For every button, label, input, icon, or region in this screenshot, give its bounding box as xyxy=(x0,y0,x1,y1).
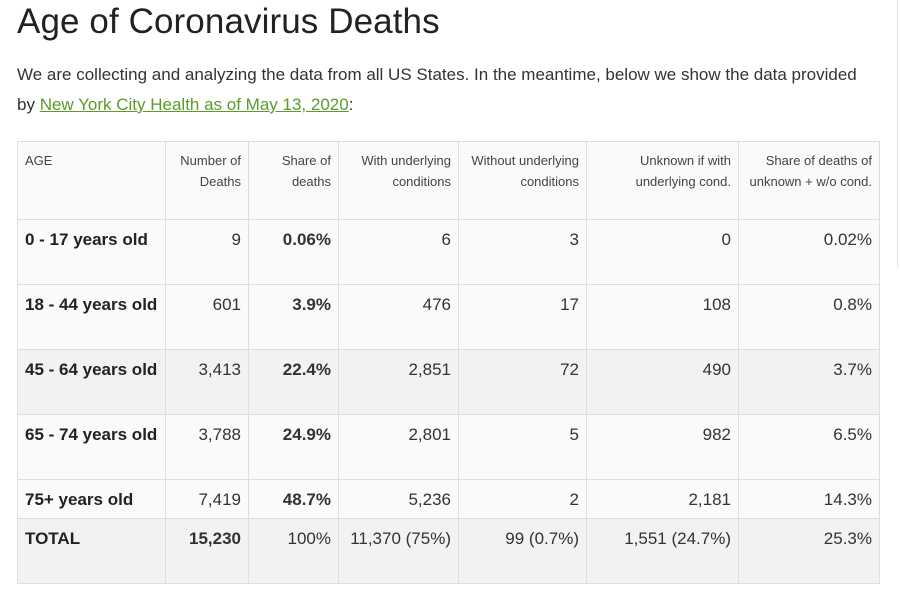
age-group-cell: 65 - 74 years old xyxy=(17,414,166,480)
share-cell: 48.7% xyxy=(248,479,339,519)
without-conditions-cell: 17 xyxy=(458,284,587,350)
total-deaths-cell: 15,230 xyxy=(165,518,249,584)
deaths-cell: 3,788 xyxy=(165,414,249,480)
table-row: 18 - 44 years old 601 3.9% 476 17 108 0.… xyxy=(17,284,880,350)
deaths-by-age-table: AGE Number of Deaths Share of deaths Wit… xyxy=(17,141,880,584)
header-age: AGE xyxy=(17,141,166,220)
table-header-row: AGE Number of Deaths Share of deaths Wit… xyxy=(17,141,880,220)
total-label-cell: TOTAL xyxy=(17,518,166,584)
deaths-cell: 7,419 xyxy=(165,479,249,519)
header-unknown-conditions: Unknown if with underlying cond. xyxy=(586,141,739,220)
intro-text-end: : xyxy=(348,95,354,114)
share-unknown-cell: 3.7% xyxy=(738,349,880,415)
share-cell: 0.06% xyxy=(248,219,339,285)
share-unknown-cell: 0.02% xyxy=(738,219,880,285)
deaths-cell: 3,413 xyxy=(165,349,249,415)
without-conditions-cell: 2 xyxy=(458,479,587,519)
table-row: 65 - 74 years old 3,788 24.9% 2,801 5 98… xyxy=(17,414,880,480)
table-total-row: TOTAL 15,230 100% 11,370 (75%) 99 (0.7%)… xyxy=(17,518,880,584)
page-title: Age of Coronavirus Deaths xyxy=(17,2,440,41)
intro-text: We are collecting and analyzing the data… xyxy=(17,65,857,114)
total-unknown-cell: 1,551 (24.7%) xyxy=(586,518,739,584)
unknown-cell: 0 xyxy=(586,219,739,285)
without-conditions-cell: 72 xyxy=(458,349,587,415)
total-share-unknown-cell: 25.3% xyxy=(738,518,880,584)
header-without-conditions: Without underlying conditions xyxy=(458,141,587,220)
header-share-unknown-without: Share of deaths of unknown + w/o cond. xyxy=(738,141,880,220)
age-group-cell: 75+ years old xyxy=(17,479,166,519)
unknown-cell: 982 xyxy=(586,414,739,480)
unknown-cell: 2,181 xyxy=(586,479,739,519)
unknown-cell: 490 xyxy=(586,349,739,415)
share-unknown-cell: 14.3% xyxy=(738,479,880,519)
total-without-conditions-cell: 99 (0.7%) xyxy=(458,518,587,584)
share-cell: 3.9% xyxy=(248,284,339,350)
share-cell: 24.9% xyxy=(248,414,339,480)
with-conditions-cell: 2,801 xyxy=(338,414,459,480)
deaths-cell: 9 xyxy=(165,219,249,285)
total-share-cell: 100% xyxy=(248,518,339,584)
header-number-of-deaths: Number of Deaths xyxy=(165,141,249,220)
total-with-conditions-cell: 11,370 (75%) xyxy=(338,518,459,584)
table-row: 0 - 17 years old 9 0.06% 6 3 0 0.02% xyxy=(17,219,880,285)
age-group-cell: 18 - 44 years old xyxy=(17,284,166,350)
age-group-cell: 45 - 64 years old xyxy=(17,349,166,415)
age-group-cell: 0 - 17 years old xyxy=(17,219,166,285)
header-with-conditions: With underlying conditions xyxy=(338,141,459,220)
without-conditions-cell: 5 xyxy=(458,414,587,480)
unknown-cell: 108 xyxy=(586,284,739,350)
table-row: 75+ years old 7,419 48.7% 5,236 2 2,181 … xyxy=(17,479,880,519)
without-conditions-cell: 3 xyxy=(458,219,587,285)
deaths-cell: 601 xyxy=(165,284,249,350)
with-conditions-cell: 2,851 xyxy=(338,349,459,415)
header-share-of-deaths: Share of deaths xyxy=(248,141,339,220)
intro-paragraph: We are collecting and analyzing the data… xyxy=(17,60,877,120)
share-unknown-cell: 0.8% xyxy=(738,284,880,350)
share-cell: 22.4% xyxy=(248,349,339,415)
nyc-health-link[interactable]: New York City Health as of May 13, 2020 xyxy=(39,95,349,114)
sidebar-divider xyxy=(897,0,898,268)
with-conditions-cell: 476 xyxy=(338,284,459,350)
with-conditions-cell: 6 xyxy=(338,219,459,285)
table-row: 45 - 64 years old 3,413 22.4% 2,851 72 4… xyxy=(17,349,880,415)
with-conditions-cell: 5,236 xyxy=(338,479,459,519)
share-unknown-cell: 6.5% xyxy=(738,414,880,480)
